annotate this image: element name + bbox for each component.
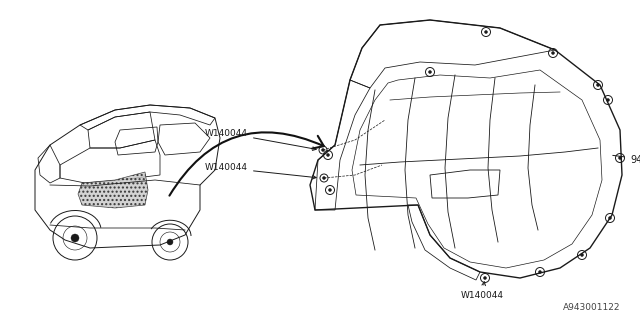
Circle shape — [596, 84, 600, 86]
Text: 94512E: 94512E — [612, 155, 640, 165]
Circle shape — [609, 217, 611, 220]
Circle shape — [484, 30, 488, 34]
Text: W140044: W140044 — [461, 282, 504, 300]
Circle shape — [538, 270, 541, 274]
Circle shape — [429, 70, 431, 74]
Text: W140044: W140044 — [205, 129, 316, 150]
Circle shape — [321, 148, 324, 151]
Circle shape — [618, 156, 621, 159]
Circle shape — [326, 154, 330, 156]
Circle shape — [580, 253, 584, 257]
Circle shape — [552, 52, 554, 54]
FancyArrowPatch shape — [170, 132, 324, 196]
Circle shape — [328, 188, 332, 191]
Circle shape — [483, 276, 486, 279]
Text: A943001122: A943001122 — [563, 303, 620, 312]
Circle shape — [167, 239, 173, 245]
Circle shape — [71, 234, 79, 242]
Polygon shape — [78, 172, 148, 208]
Circle shape — [607, 99, 609, 101]
Circle shape — [323, 177, 326, 180]
Text: W140044: W140044 — [205, 164, 316, 179]
